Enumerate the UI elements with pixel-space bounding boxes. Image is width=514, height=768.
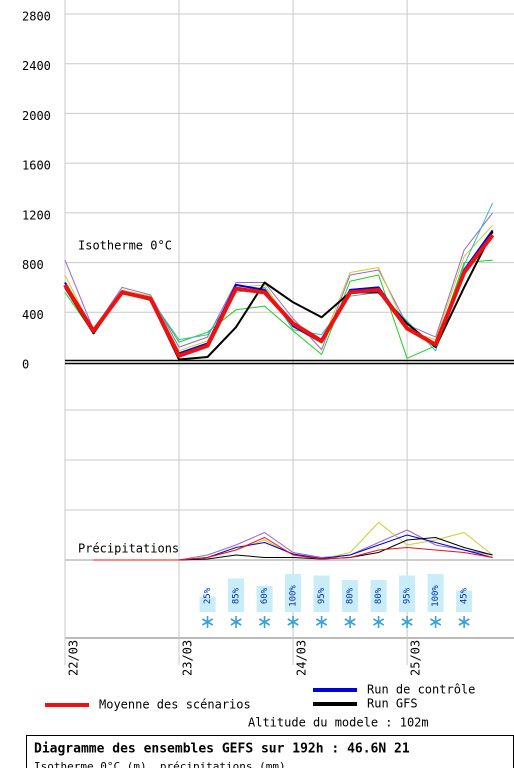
chart-title: Diagramme des ensembles GEFS sur 192h : … <box>34 742 410 757</box>
snowflake-stroke <box>372 618 385 626</box>
y-tick-label: 1600 <box>22 159 51 173</box>
series-line <box>93 537 493 561</box>
snowflake-stroke <box>230 618 242 626</box>
snowflake-icon <box>230 616 242 628</box>
snow-probability-label: 95% <box>317 587 327 604</box>
snowflake-icon <box>401 616 413 628</box>
y-tick-label: 0 <box>22 358 29 372</box>
snowflake-icon <box>458 616 470 628</box>
x-tick-label: 23/03 <box>181 640 195 676</box>
snowflake-stroke <box>315 618 328 626</box>
annotation: Altitude du modele : 102m <box>248 716 429 730</box>
snow-probability-label: 85% <box>232 587 242 604</box>
snow-probability-box <box>256 586 273 612</box>
snowflake-icon <box>372 616 385 628</box>
series-line <box>63 233 495 358</box>
annotation: Précipitations <box>78 542 179 556</box>
y-tick-label: 800 <box>22 258 44 272</box>
snowflake-icon <box>315 616 328 628</box>
y-tick-label: 2800 <box>22 10 51 24</box>
snow-probability-label: 60% <box>260 587 270 604</box>
snow-probability-box <box>313 575 330 612</box>
snow-probability-box <box>228 578 245 612</box>
snow-probability-label: 100% <box>431 585 441 607</box>
snow-probability-label: 100% <box>289 585 299 607</box>
snowflake-icon <box>430 616 442 628</box>
snowflake-stroke <box>430 618 442 626</box>
title-box <box>26 735 514 768</box>
x-tick-label: 24/03 <box>295 640 309 676</box>
snow-probability-label: 95% <box>403 587 413 604</box>
snowflake-stroke <box>401 618 413 626</box>
y-tick-label: 400 <box>22 308 44 322</box>
snowflake-stroke <box>201 618 214 626</box>
snowflake-stroke <box>458 618 470 626</box>
snow-probability-label: 45% <box>460 587 470 604</box>
snow-probability-label: 25% <box>203 587 213 604</box>
snow-probability-box <box>370 580 387 612</box>
chart-subtitle: Isotherme 0°C (m), précipitations (mm) <box>34 760 286 768</box>
x-tick-label: 25/03 <box>409 640 423 676</box>
snow-probability-label: 80% <box>374 587 384 604</box>
y-tick-label: 2400 <box>22 59 51 73</box>
snowflake-stroke <box>344 618 356 626</box>
series-line <box>64 202 494 352</box>
legend-label: Moyenne des scénarios <box>99 698 251 712</box>
snow-probability-box <box>399 575 416 612</box>
series-line <box>64 212 493 351</box>
snowflake-stroke <box>287 618 299 626</box>
snow-probability-box <box>342 580 359 612</box>
snowflake-icon <box>201 616 214 628</box>
y-tick-label: 2000 <box>22 109 51 123</box>
snowflake-icon <box>287 616 299 628</box>
snow-probability-box <box>199 596 216 612</box>
legend-label: Run de contrôle <box>367 683 475 697</box>
snow-probability-box <box>285 574 302 612</box>
snowflake-icon <box>344 616 356 628</box>
x-tick-label: 22/03 <box>67 640 81 676</box>
annotation: Isotherme 0°C <box>78 239 172 253</box>
snow-probability-box <box>427 574 444 612</box>
snow-probability-label: 80% <box>346 587 356 604</box>
y-tick-label: 1200 <box>22 208 51 222</box>
snow-probability-box <box>456 590 473 612</box>
legend-label: Run GFS <box>367 697 418 711</box>
snowflake-icon <box>258 616 271 628</box>
snowflake-stroke <box>258 618 271 626</box>
